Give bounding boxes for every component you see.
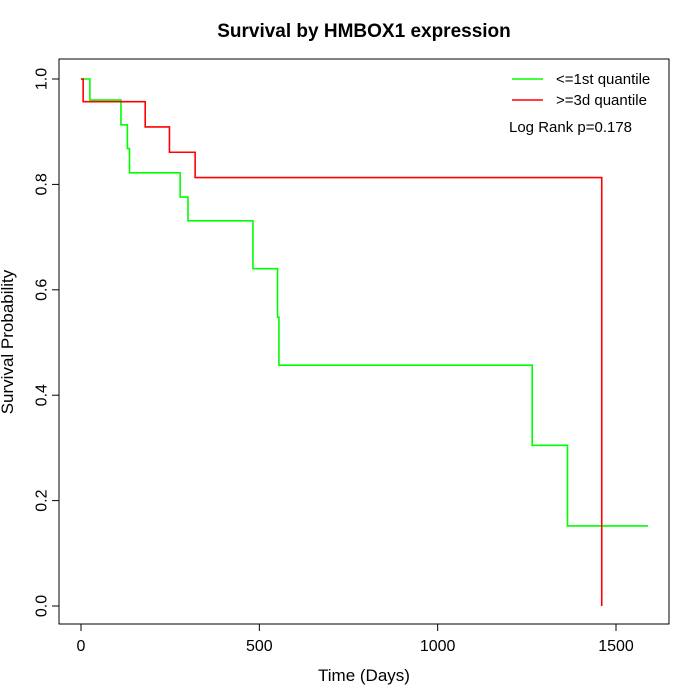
y-tick-label: 0.2 [34,489,51,511]
chart-title: Survival by HMBOX1 expression [217,21,511,42]
x-tick-label: 500 [246,638,273,655]
y-tick-label: 0.6 [34,279,51,301]
y-tick-label: 0.0 [34,595,51,617]
x-tick-label: 1000 [420,638,456,655]
x-axis: 0 500 1000 1500 [77,623,634,655]
y-tick-label: 1.0 [34,68,51,90]
series-line-2 [81,78,603,606]
log-rank-annotation: Log Rank p=0.178 [509,119,632,136]
legend-label-2: >=3d quantile [556,92,647,109]
x-tick-label: 1500 [598,638,634,655]
y-axis: 0.0 0.2 0.4 0.6 0.8 1.0 [34,68,60,617]
legend: <=1st quantile >=3d quantile [512,71,650,109]
legend-label-1: <=1st quantile [556,71,650,88]
plot-frame [58,58,670,625]
x-axis-label: Time (Days) [318,666,410,685]
y-axis-label: Survival Probability [0,269,17,414]
series-layer [81,78,649,606]
x-tick-label: 0 [77,638,86,655]
y-tick-label: 0.4 [34,384,51,406]
series-line-1 [81,78,649,527]
y-tick-label: 0.8 [34,173,51,195]
